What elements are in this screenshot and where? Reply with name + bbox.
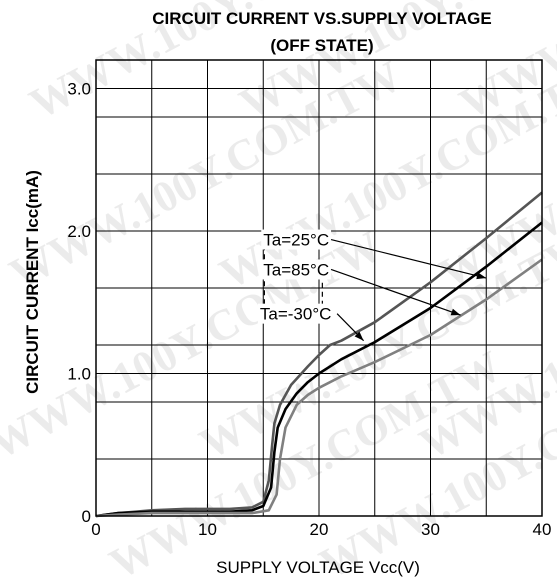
annotation-arrowhead <box>450 308 461 316</box>
annotation-arrowhead <box>354 331 364 341</box>
annotation-label: Ta=85°C <box>263 260 329 279</box>
x-tick-label: 0 <box>91 520 100 539</box>
x-axis-label: SUPPLY VOLTAGE Vcc(V) <box>216 558 420 577</box>
series-line-ta-30-c <box>95 258 543 518</box>
chart-title-line1: CIRCUIT CURRENT VS.SUPPLY VOLTAGE <box>152 9 491 28</box>
chart-title-line2: (OFF STATE) <box>270 36 373 55</box>
series-lines <box>95 191 543 518</box>
annotation-leader-line <box>330 268 461 316</box>
series-line-ta-85-c <box>95 221 543 518</box>
y-tick-label: 1.0 <box>67 365 91 384</box>
annotation-label: Ta=25°C <box>263 231 329 250</box>
tick-labels: 0 10 20 30 40 0 1.0 2.0 3.0 <box>67 80 551 540</box>
y-tick-label: 3.0 <box>67 80 91 99</box>
x-tick-label: 30 <box>421 520 440 539</box>
plot-frame <box>95 59 543 517</box>
y-tick-label: 2.0 <box>67 222 91 241</box>
annotation-label-background <box>261 259 332 280</box>
y-tick-label: 0 <box>82 507 91 526</box>
annotations: Ta=25°C Ta=85°C Ta=-30°C <box>257 229 487 342</box>
x-tick-label: 40 <box>533 520 552 539</box>
annotation-label-background <box>261 229 332 250</box>
annotation-label: Ta=-30°C <box>260 305 332 324</box>
series-line-ta-25-c <box>95 191 543 518</box>
x-tick-label: 20 <box>310 520 329 539</box>
annotation-leader-line <box>330 238 487 279</box>
annotation-label-background <box>257 303 338 324</box>
annotation-arrowhead <box>476 272 487 280</box>
x-tick-label: 10 <box>198 520 217 539</box>
y-axis-label: CIRCUIT CURRENT Icc(mA) <box>23 170 42 394</box>
